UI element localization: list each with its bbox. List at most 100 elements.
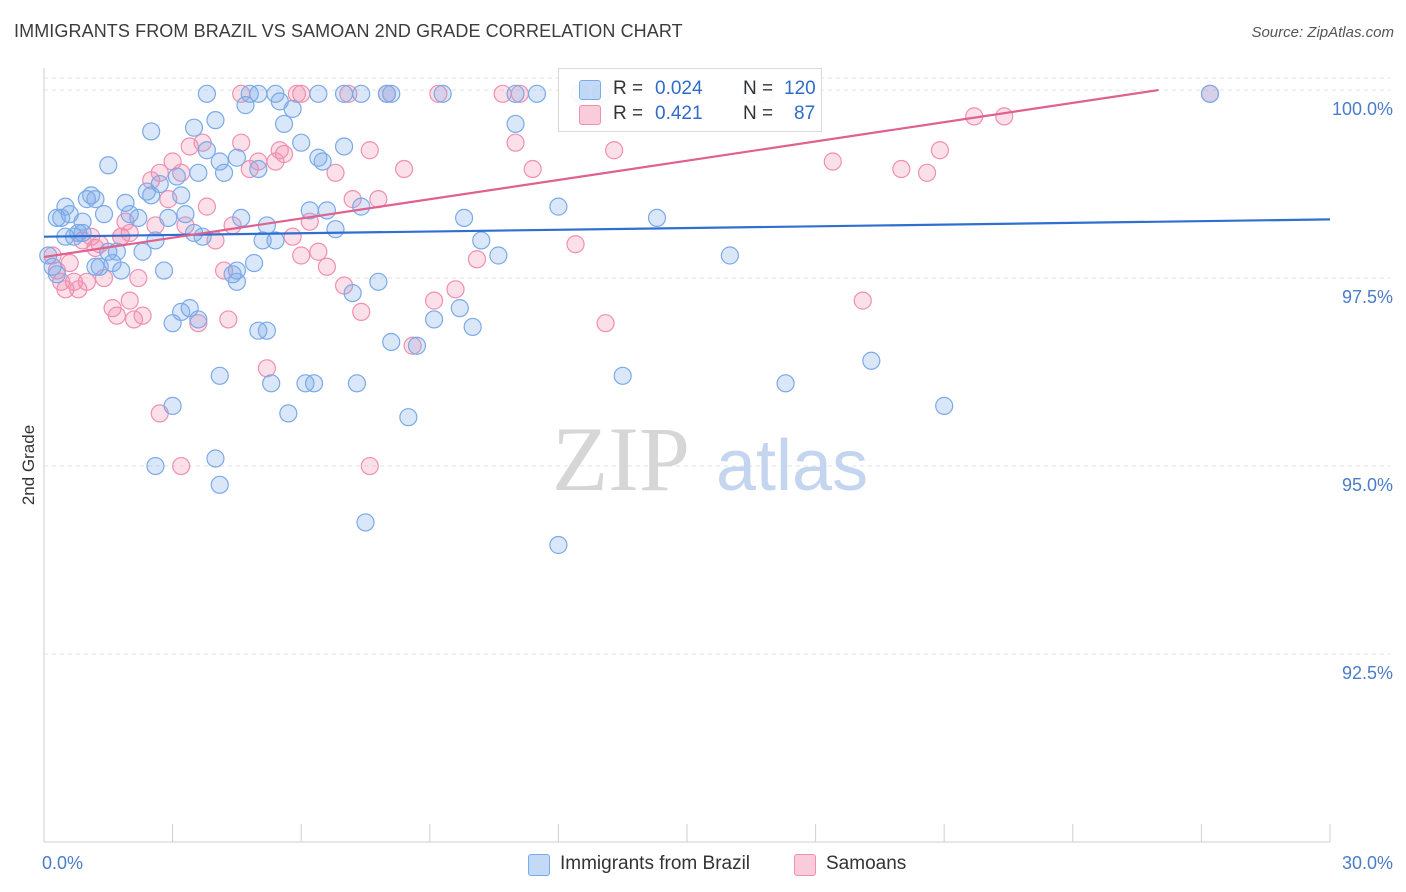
brazil-point: [189, 163, 208, 182]
samoans-point: [214, 261, 234, 280]
brazil-point: [326, 220, 345, 239]
brazil-point: [86, 190, 105, 209]
brazil-point: [184, 118, 204, 137]
samoans-point: [930, 141, 950, 160]
samoans-point: [394, 159, 414, 179]
brazil-point: [776, 374, 795, 393]
brazil-point: [506, 84, 525, 103]
legend-item-samoans[interactable]: Samoans: [794, 852, 924, 878]
brazil-point: [116, 193, 135, 212]
brazil-point: [206, 111, 225, 130]
samoans-point: [917, 163, 937, 182]
brazil-point: [450, 299, 469, 318]
brazil-point: [172, 302, 191, 321]
brazil-point: [454, 208, 474, 228]
brazil-point: [334, 137, 354, 156]
brazil-point: [527, 84, 547, 103]
stats-r-value: 0.024: [655, 78, 703, 99]
brazil-point: [407, 336, 427, 355]
samoans-point: [317, 257, 337, 276]
brazil-point: [52, 208, 71, 228]
samoans-point: [360, 141, 379, 160]
brazil-point: [253, 231, 272, 250]
samoans-point: [326, 163, 345, 182]
brazil-point: [86, 257, 105, 276]
stats-swatch-brazil: [579, 80, 601, 100]
samoans-point: [995, 107, 1014, 126]
brazil-point: [343, 283, 362, 303]
y-axis-label: 2nd Grade: [19, 425, 38, 505]
samoans-point: [853, 291, 872, 310]
y-tick-label: 100.0%: [1332, 99, 1393, 119]
stats-n-label: N =: [743, 103, 774, 124]
samoans-point: [287, 84, 307, 103]
samoans-point: [339, 84, 358, 103]
samoans-point: [523, 159, 542, 179]
brazil-point: [232, 208, 251, 228]
brazil-point: [154, 261, 174, 280]
brazil-point: [266, 84, 285, 103]
brazil-point: [249, 159, 268, 179]
brazil-point: [399, 408, 418, 427]
brazil-point: [240, 84, 259, 103]
brazil-point: [313, 152, 332, 171]
samoans-point: [232, 133, 251, 152]
brazil-point: [172, 186, 191, 205]
brazil-point: [266, 231, 285, 250]
samoans-point: [506, 133, 525, 152]
brazil-point: [47, 265, 66, 284]
brazil-trend-line: [43, 218, 1331, 238]
brazil-point: [167, 167, 186, 186]
source-label: Source: ZipAtlas.com: [1251, 24, 1394, 41]
legend-label-samoans: Samoans: [826, 853, 907, 874]
samoans-point: [596, 314, 615, 333]
brazil-point: [163, 396, 182, 415]
samoans-point: [446, 280, 465, 299]
stats-n-label: N =: [743, 78, 774, 99]
samoans-point: [403, 336, 422, 355]
samoans-point: [292, 246, 311, 265]
brazil-point: [309, 84, 328, 103]
samoans-point: [360, 456, 379, 476]
samoans-point: [172, 456, 191, 476]
brazil-point: [352, 197, 371, 216]
tick-labels: 92.5% 95.0% 97.5% 100.0% 0.0% 30.0%: [42, 99, 1393, 873]
brazil-point: [424, 310, 444, 329]
trend-lines: [43, 88, 1331, 259]
brazil-point: [142, 122, 161, 141]
brazil-point: [463, 317, 482, 337]
brazil-point: [146, 456, 165, 476]
y-tick-label: 92.5%: [1342, 663, 1393, 683]
brazil-point: [94, 205, 114, 224]
stats-legend: R = 0.024 N = 120 R = 0.421 N = 87: [558, 68, 822, 132]
axes: [43, 68, 1331, 843]
brazil-point: [257, 321, 277, 340]
stats-swatch-samoans: [579, 105, 601, 125]
samoans-point: [124, 310, 144, 329]
brazil-point: [352, 84, 371, 103]
legend-label-brazil: Immigrants from Brazil: [560, 853, 751, 874]
brazil-point: [159, 208, 178, 228]
brazil-point: [356, 513, 375, 532]
brazil-point: [296, 374, 315, 393]
brazil-point: [549, 197, 568, 216]
watermark-atlas: atlas: [716, 426, 868, 506]
samoans-point: [219, 310, 238, 329]
legend-item-brazil[interactable]: Immigrants from Brazil: [528, 852, 778, 878]
brazil-point: [262, 374, 281, 393]
brazil-point: [129, 208, 148, 228]
samoans-trend-line: [43, 88, 1159, 259]
stats-r-label: R =: [613, 78, 644, 99]
samoans-point: [566, 235, 585, 254]
samoans-point: [429, 84, 448, 103]
brazil-point: [227, 261, 246, 280]
brazil-point: [73, 223, 92, 243]
y-tick-label: 97.5%: [1342, 287, 1393, 307]
brazil-point: [210, 152, 229, 171]
brazil-point: [382, 332, 401, 352]
stats-n-value: 87: [794, 103, 816, 124]
samoans-point: [120, 291, 139, 310]
brazil-point: [120, 205, 139, 224]
brazil-point: [189, 310, 208, 329]
